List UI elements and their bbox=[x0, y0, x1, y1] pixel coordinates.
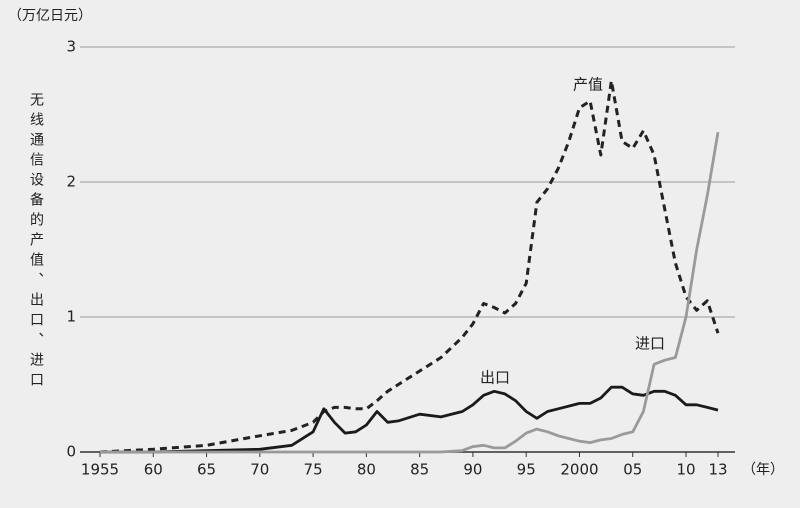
x-tick-label: 1955 bbox=[81, 461, 119, 479]
y-tick-label: 3 bbox=[66, 38, 76, 56]
x-tick-label: 65 bbox=[197, 461, 216, 479]
x-tick-label: 2000 bbox=[560, 461, 598, 479]
x-tick-label: 85 bbox=[410, 461, 429, 479]
x-unit-label: （年） bbox=[742, 462, 784, 478]
x-tick-label: 95 bbox=[517, 461, 536, 479]
y-unit-label: （万亿日元） bbox=[8, 8, 92, 24]
x-tick-label: 10 bbox=[676, 461, 695, 479]
series-line bbox=[99, 79, 720, 454]
x-tick-label: 05 bbox=[623, 461, 642, 479]
x-tick-label: 80 bbox=[357, 461, 376, 479]
x-tick-label: 70 bbox=[250, 461, 269, 479]
y-tick-label: 1 bbox=[66, 308, 76, 326]
y-tick-label: 2 bbox=[66, 173, 76, 191]
series-label: 出口 bbox=[480, 369, 510, 387]
series-label: 产值 bbox=[573, 76, 603, 94]
x-tick-label: 75 bbox=[304, 461, 323, 479]
y-tick-label: 0 bbox=[66, 443, 76, 461]
y-axis-title: 无线通信设备的产值、出口、进口 bbox=[28, 92, 44, 392]
x-tick-label: 90 bbox=[463, 461, 482, 479]
x-tick-label: 13 bbox=[708, 461, 727, 479]
series-line bbox=[100, 131, 720, 454]
x-tick-label: 60 bbox=[144, 461, 163, 479]
series-label: 进口 bbox=[635, 335, 665, 353]
